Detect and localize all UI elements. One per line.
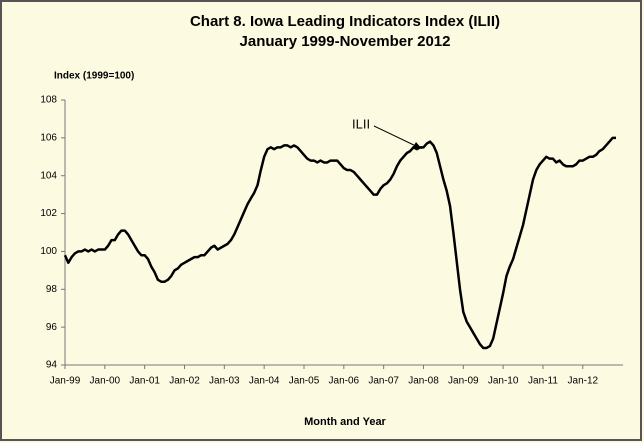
x-tick-label: Jan-03 xyxy=(209,376,240,387)
annotation: ILII xyxy=(352,116,370,131)
chart-subtitle: January 1999-November 2012 xyxy=(240,33,451,50)
x-tick-label: Jan-04 xyxy=(249,376,280,387)
y-axis-label: Index (1999=100) xyxy=(54,71,134,82)
x-tick-label: Jan-05 xyxy=(289,376,320,387)
x-tick-label: Jan-08 xyxy=(408,376,439,387)
y-tick-label: 108 xyxy=(40,95,57,106)
y-tick-label: 104 xyxy=(40,170,57,181)
x-tick-label: Jan-06 xyxy=(329,376,360,387)
x-tick-label: Jan-10 xyxy=(488,376,519,387)
y-tick-label: 106 xyxy=(40,132,57,143)
x-tick-label: Jan-07 xyxy=(368,376,399,387)
data-line xyxy=(63,136,616,350)
y-tick-label: 100 xyxy=(40,246,57,257)
annotation-arrow xyxy=(373,125,421,149)
x-tick-label: Jan-01 xyxy=(129,376,160,387)
x-tick-label: Jan-02 xyxy=(169,376,200,387)
x-tick-label: Jan-99 xyxy=(50,376,81,387)
x-tick-label: Jan-00 xyxy=(90,376,121,387)
y-tick-label: 102 xyxy=(40,208,57,219)
x-tick-label: Jan-11 xyxy=(528,376,558,387)
x-tick-label: Jan-12 xyxy=(568,376,599,387)
y-tick-label: 94 xyxy=(46,360,58,371)
y-tick-label: 98 xyxy=(46,284,58,295)
chart-title: Chart 8. Iowa Leading Indicators Index (… xyxy=(190,13,500,30)
x-axis-label: Month and Year xyxy=(304,416,386,428)
x-tick-label: Jan-09 xyxy=(448,376,479,387)
y-tick-label: 96 xyxy=(46,322,58,333)
